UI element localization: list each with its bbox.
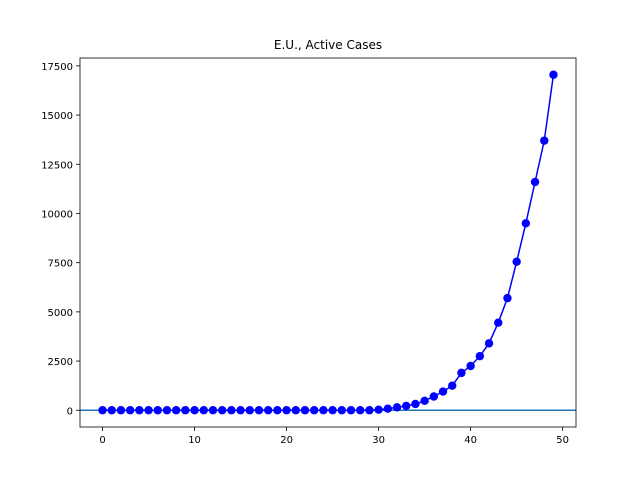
data-point xyxy=(254,406,264,415)
plot-frame xyxy=(79,57,577,428)
data-point xyxy=(457,368,466,378)
x-tick-label: 50 xyxy=(556,435,569,446)
data-point xyxy=(162,406,172,415)
y-tick-label: 10000 xyxy=(41,209,73,220)
data-point xyxy=(125,406,135,415)
data-point xyxy=(429,392,439,401)
data-point xyxy=(319,406,328,415)
data-point xyxy=(549,70,558,79)
data-point xyxy=(448,381,457,390)
y-tick-label: 12500 xyxy=(41,160,73,171)
y-tick-label: 17500 xyxy=(41,62,73,73)
x-tick-label: 30 xyxy=(372,435,385,446)
data-point xyxy=(392,403,402,412)
plot-area: 0 10 20 30 40 50 0 2500 5000 7500 10000 12500 15000 1… xyxy=(41,57,577,446)
data-point xyxy=(107,406,116,415)
data-point xyxy=(466,361,475,371)
data-point xyxy=(98,406,107,415)
data-point xyxy=(503,293,512,303)
data-point xyxy=(263,406,273,415)
data-point xyxy=(365,406,374,415)
x-tick-label: 10 xyxy=(188,435,201,446)
x-tick-label: 0 xyxy=(99,435,105,446)
data-point xyxy=(530,177,540,187)
data-point xyxy=(245,406,254,415)
y-tick-label: 7500 xyxy=(48,259,73,270)
data-point xyxy=(402,401,411,411)
y-tick-label: 15000 xyxy=(41,111,73,122)
data-point xyxy=(309,406,319,415)
data-point xyxy=(540,136,549,145)
data-point xyxy=(328,406,337,415)
x-tick-label: 20 xyxy=(280,435,293,446)
data-point xyxy=(273,406,282,415)
y-tick-label: 5000 xyxy=(48,308,73,319)
data-point xyxy=(438,387,448,396)
data-point xyxy=(171,406,181,415)
data-point xyxy=(116,406,126,415)
y-tick-label: 2500 xyxy=(48,357,73,368)
data-point xyxy=(236,406,245,415)
data-point xyxy=(291,406,300,415)
data-point xyxy=(383,404,393,413)
data-point xyxy=(135,406,144,415)
data-point xyxy=(346,406,356,415)
data-point xyxy=(227,406,236,415)
y-tick-label: 0 xyxy=(67,406,73,417)
data-point xyxy=(411,399,420,409)
data-point xyxy=(512,257,521,266)
data-point xyxy=(484,339,494,348)
data-point xyxy=(521,219,531,228)
data-point xyxy=(374,405,383,414)
data-point xyxy=(475,351,485,361)
data-point xyxy=(199,406,208,415)
data-point xyxy=(190,406,199,415)
data-point xyxy=(208,406,218,415)
data-point xyxy=(494,318,503,327)
data-point xyxy=(420,396,429,406)
data-point xyxy=(181,406,190,415)
data-point xyxy=(144,406,153,415)
x-tick-label: 40 xyxy=(464,435,477,446)
data-point xyxy=(282,406,291,415)
data-point xyxy=(217,406,227,415)
chart-title: E.U., Active Cases xyxy=(274,38,382,52)
data-point xyxy=(356,406,365,415)
data-point xyxy=(153,406,162,415)
data-point xyxy=(300,406,310,415)
data-point xyxy=(337,406,347,415)
